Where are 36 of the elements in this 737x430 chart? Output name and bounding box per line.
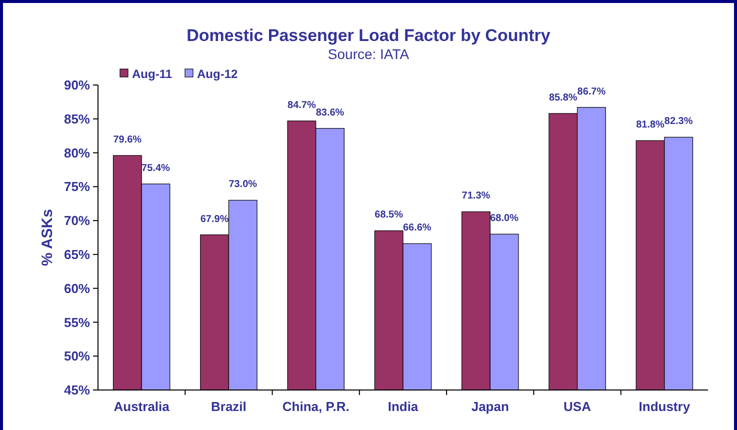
data-label: 75.4% [142,162,170,174]
y-tick-label: 45% [64,382,90,398]
x-tick-label: Japan [471,399,509,414]
data-label: 79.6% [113,134,142,146]
y-tick-label: 55% [64,314,90,330]
y-tick-label: 70% [64,213,90,228]
y-tick-label: 60% [64,280,90,296]
x-tick-label: Industry [638,399,691,414]
data-label: 68.0% [490,213,519,224]
x-tick-label: Australia [114,399,170,414]
data-label: 85.8% [548,92,578,104]
x-tick-label: China, P.R. [282,399,350,414]
data-label: 66.6% [402,222,432,234]
y-tick-label: 50% [64,348,90,364]
y-tick-label: 90% [64,78,90,93]
x-tick-label: Brazil [211,399,246,414]
y-tick-label: 80% [64,145,90,160]
data-label: 86.7% [577,86,606,98]
y-tick-label: 75% [64,179,90,194]
y-tick-label: 65% [64,246,90,262]
x-tick-label: India [388,399,419,414]
legend-label: Aug-11 [132,67,172,82]
data-label: 83.6% [316,107,344,118]
y-tick-label: 85% [64,111,90,126]
data-label: 71.3% [462,190,490,202]
chart-title: Domestic Passenger Load Factor by Country [186,26,551,45]
data-label: 68.5% [374,210,404,221]
legend-label: Aug-12 [197,67,238,82]
data-label: 81.8% [636,120,665,131]
source-note: Source: IATA [328,46,410,62]
data-label: 73.0% [228,179,258,190]
data-label: 67.9% [200,214,229,225]
data-label: 82.3% [664,116,693,128]
data-label: 84.7% [288,100,316,111]
y-axis-title: % ASKs [39,209,56,266]
x-tick-label: USA [564,399,592,414]
